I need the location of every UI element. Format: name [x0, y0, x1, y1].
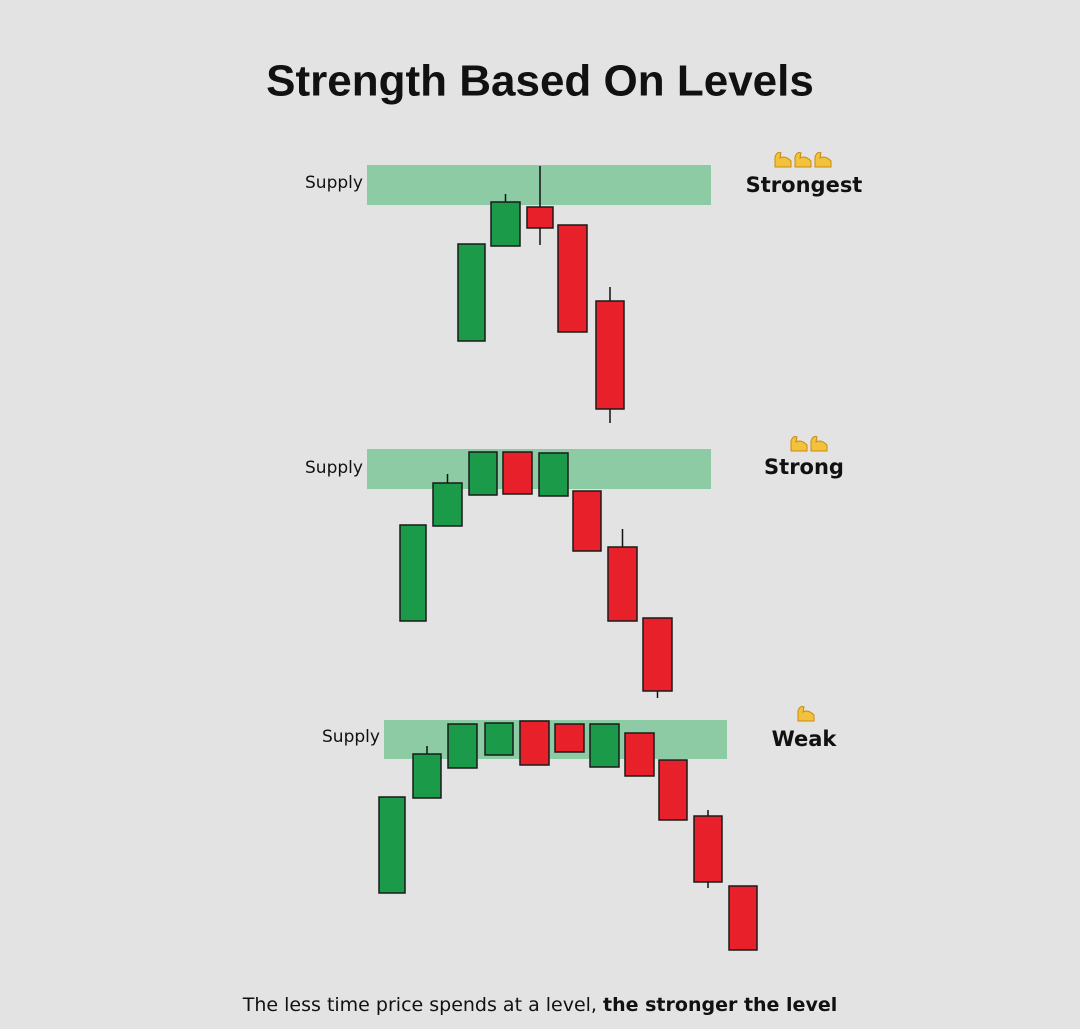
candle-body: [447, 723, 478, 769]
candle-body: [432, 482, 463, 527]
candle-body: [554, 723, 585, 753]
zone-label: Supply: [305, 173, 363, 193]
title: Strength Based On Levels: [266, 57, 814, 106]
candle-body: [557, 224, 588, 333]
candle-body: [572, 490, 602, 552]
candle-body: [399, 524, 427, 622]
zone-label: Supply: [322, 727, 380, 747]
candle-body: [538, 452, 569, 497]
candle-body: [468, 451, 498, 496]
candle-body: [595, 300, 625, 410]
strength-rating: Strongest: [746, 173, 863, 197]
candle-body: [412, 753, 442, 799]
muscle-icon: [790, 436, 808, 452]
candle-body: [589, 723, 620, 768]
strength-rating: Strong: [764, 455, 844, 479]
candle-body: [519, 720, 550, 766]
candle-body: [490, 201, 521, 247]
strength-rating: Weak: [772, 727, 838, 751]
caption-normal: The less time price spends at a level,: [242, 994, 597, 1016]
candle-body: [658, 759, 688, 821]
candle-body: [642, 617, 673, 692]
supply-zone: [367, 165, 711, 205]
candle-body: [607, 546, 638, 622]
candle-body: [624, 732, 655, 777]
candle-body: [728, 885, 758, 951]
candle-body: [693, 815, 723, 883]
candle-body: [526, 206, 554, 229]
candle-body: [502, 451, 533, 495]
candle-body: [484, 722, 514, 756]
zone-label: Supply: [305, 458, 363, 478]
muscle-icon: [810, 436, 828, 452]
muscle-icon: [797, 706, 815, 722]
caption: The less time price spends at a level, t…: [242, 994, 837, 1016]
muscle-icon: [814, 152, 832, 168]
caption-bold: the stronger the level: [603, 994, 837, 1016]
muscle-icon: [774, 152, 792, 168]
muscle-icon: [794, 152, 812, 168]
candle-body: [378, 796, 406, 894]
candle-body: [457, 243, 486, 342]
